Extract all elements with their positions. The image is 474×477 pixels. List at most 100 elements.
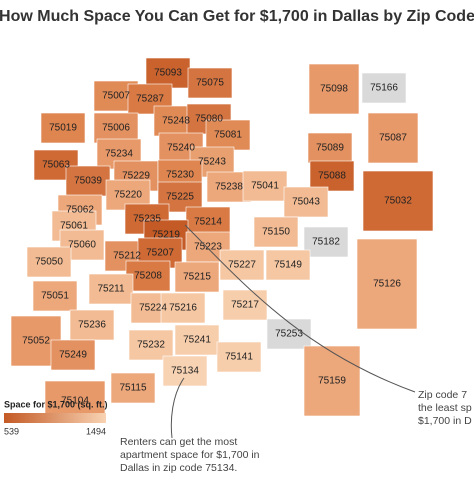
zip-label: 75126 <box>373 279 401 290</box>
zip-label: 75232 <box>137 340 165 351</box>
zip-area <box>145 57 191 89</box>
zip-area <box>125 260 171 292</box>
zip-label: 75211 <box>97 284 125 295</box>
zip-label: 75006 <box>102 123 130 134</box>
zip-label: 75166 <box>370 83 398 94</box>
zip-label: 75249 <box>59 350 87 361</box>
zip-label: 75219 <box>152 230 180 241</box>
zip-label: 75235 <box>133 214 161 225</box>
zip-area <box>205 119 251 151</box>
legend-max: 1494 <box>86 426 106 436</box>
legend-min: 539 <box>4 426 19 436</box>
zip-label: 75019 <box>49 123 77 134</box>
zip-label: 75159 <box>318 376 346 387</box>
zip-label: 75150 <box>262 227 290 238</box>
zip-label: 75075 <box>196 78 224 89</box>
zip-area <box>65 165 111 197</box>
zip-label: 75227 <box>228 260 256 271</box>
zip-label: 75098 <box>320 84 348 95</box>
zip-label: 75214 <box>194 217 222 228</box>
zip-label: 75229 <box>122 171 150 182</box>
zip-label: 75241 <box>183 335 211 346</box>
zip-label: 75032 <box>384 196 412 207</box>
zip-label: 75050 <box>35 257 63 268</box>
zip-label: 75039 <box>74 176 102 187</box>
zip-area <box>367 112 419 164</box>
zip-area <box>187 67 233 99</box>
zip-area <box>242 170 288 202</box>
zip-area <box>69 309 115 341</box>
zip-label: 75089 <box>316 143 344 154</box>
zip-label: 75061 <box>60 221 88 232</box>
annotation-line <box>184 224 416 393</box>
zip-label: 75220 <box>114 190 142 201</box>
zip-label: 75052 <box>22 336 50 347</box>
zip-label: 75093 <box>154 68 182 79</box>
zip-area <box>361 72 407 104</box>
zip-area <box>162 355 208 387</box>
zip-label: 75230 <box>166 170 194 181</box>
zip-label: 75208 <box>134 271 162 282</box>
zip-label: 75062 <box>66 205 94 216</box>
zip-label: 75041 <box>251 181 279 192</box>
zip-label: 75104 <box>61 396 89 407</box>
zip-label: 75063 <box>42 160 70 171</box>
zip-area <box>216 341 262 373</box>
legend-gradient <box>4 413 106 423</box>
zip-area <box>174 324 220 356</box>
zip-label: 75207 <box>146 248 174 259</box>
zip-label: 75212 <box>113 251 141 262</box>
zip-label: 75240 <box>167 143 195 154</box>
zip-area <box>283 186 329 218</box>
zip-label: 75216 <box>169 303 197 314</box>
zip-area <box>128 329 174 361</box>
zip-label: 75238 <box>215 182 243 193</box>
zip-area <box>362 170 434 232</box>
annotation-text: the least sp <box>418 402 472 414</box>
zip-area <box>309 160 355 192</box>
zip-area <box>307 132 353 164</box>
zip-label: 75223 <box>194 242 222 253</box>
zip-area <box>88 273 134 305</box>
annotation-text: Dallas in zip code 75134. <box>120 462 237 474</box>
annotation-line <box>170 377 185 439</box>
zip-label: 75088 <box>318 171 346 182</box>
zip-area <box>219 249 265 281</box>
zip-label: 75115 <box>119 383 147 394</box>
zip-label: 75236 <box>78 320 106 331</box>
zip-area <box>253 216 299 248</box>
zip-area <box>40 112 86 144</box>
zip-label: 75224 <box>139 303 167 314</box>
zip-label: 75134 <box>171 366 199 377</box>
annotation-text: Renters can get the most <box>120 436 237 448</box>
zip-label: 75141 <box>225 352 253 363</box>
zip-label: 75060 <box>68 240 96 251</box>
zip-label: 75217 <box>231 300 259 311</box>
zip-area <box>32 280 78 312</box>
zip-label: 75182 <box>312 237 340 248</box>
zip-area <box>50 339 96 371</box>
zip-area <box>160 292 206 324</box>
zip-label: 75081 <box>214 130 242 141</box>
zip-label: 75248 <box>162 116 190 127</box>
zip-area <box>303 226 349 258</box>
annotation-text: apartment space for $1,700 in <box>120 449 260 461</box>
zip-label: 75234 <box>105 149 133 160</box>
zip-label: 75149 <box>274 260 302 271</box>
zip-area <box>308 63 360 115</box>
zip-label: 75287 <box>136 94 164 105</box>
zip-area <box>265 249 311 281</box>
zip-label: 75253 <box>275 329 303 340</box>
zip-label: 75051 <box>41 291 69 302</box>
zip-label: 75225 <box>166 192 194 203</box>
legend-title: Space for $1,700 (sq. ft.) <box>4 399 108 409</box>
zip-area <box>303 345 361 417</box>
zip-area <box>110 372 156 404</box>
annotation-text: $1,700 in D <box>418 415 472 427</box>
title: How Much Space You Can Get for $1,700 in… <box>0 8 474 25</box>
zip-label: 75043 <box>292 197 320 208</box>
zip-area <box>222 289 268 321</box>
annotation-text: Zip code 7 <box>418 389 467 401</box>
zip-area <box>174 261 220 293</box>
